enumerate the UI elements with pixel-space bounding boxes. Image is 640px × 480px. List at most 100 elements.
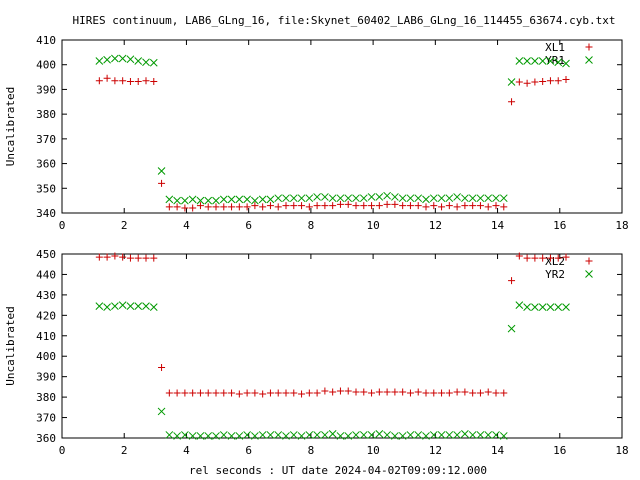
data-point — [228, 389, 236, 397]
data-point — [204, 203, 212, 211]
x-tick-label: 10 — [366, 219, 379, 232]
data-point — [158, 179, 166, 187]
data-point — [235, 390, 243, 398]
data-point — [492, 202, 500, 210]
data-point — [352, 431, 360, 439]
data-point — [204, 432, 213, 440]
data-point — [546, 77, 554, 85]
data-point — [274, 389, 282, 397]
data-point — [126, 254, 134, 262]
data-point — [414, 388, 422, 396]
y-tick-label: 340 — [36, 207, 56, 220]
data-point — [243, 389, 251, 397]
data-point — [453, 431, 461, 439]
data-point — [523, 303, 531, 312]
data-point — [157, 407, 166, 416]
y-tick-label: 410 — [36, 330, 56, 343]
data-point — [220, 203, 228, 211]
data-point — [515, 78, 523, 86]
data-point — [111, 77, 119, 85]
y-tick-label: 440 — [36, 268, 56, 281]
data-point — [111, 54, 119, 63]
data-point — [219, 195, 228, 204]
data-point — [562, 253, 570, 261]
data-point — [438, 389, 446, 397]
data-point — [469, 389, 477, 397]
data-point — [438, 203, 446, 211]
y-tick-label: 360 — [36, 158, 56, 171]
data-point — [507, 324, 516, 333]
x-tick-label: 4 — [183, 219, 190, 232]
data-point — [344, 387, 352, 395]
data-point — [298, 202, 306, 210]
data-point — [461, 194, 469, 203]
data-point — [290, 202, 298, 210]
x-tick-label: 8 — [308, 219, 315, 232]
data-point — [391, 200, 399, 208]
y-tick-label: 350 — [36, 182, 56, 195]
legend-marker — [585, 270, 593, 278]
data-point — [212, 389, 220, 397]
x-tick-label: 12 — [429, 444, 442, 457]
data-point — [165, 431, 174, 439]
data-point — [290, 389, 298, 397]
data-point — [196, 432, 205, 440]
data-point — [422, 203, 430, 211]
data-point — [500, 389, 508, 397]
data-point — [251, 202, 259, 210]
data-point — [484, 203, 492, 211]
plot-frame-1 — [61, 39, 623, 214]
x-tick-label: 4 — [183, 444, 190, 457]
data-point — [531, 303, 539, 312]
data-point — [391, 432, 399, 440]
data-point — [274, 194, 283, 203]
data-point — [430, 202, 438, 210]
data-point — [321, 202, 329, 210]
data-point — [251, 389, 259, 397]
data-point — [235, 432, 244, 440]
data-point — [134, 302, 143, 310]
data-point — [492, 431, 500, 439]
data-point — [508, 98, 516, 106]
data-point — [227, 432, 236, 440]
data-point — [398, 432, 407, 440]
data-point — [95, 302, 104, 310]
x-tick-label: 0 — [59, 219, 66, 232]
data-point — [500, 203, 508, 211]
data-point — [422, 195, 430, 204]
data-point — [515, 301, 524, 309]
data-point — [227, 195, 236, 204]
data-point — [391, 193, 399, 201]
data-point — [157, 167, 166, 175]
legend-label: YR2 — [545, 268, 565, 281]
data-point — [149, 303, 158, 312]
y-tick-label: 400 — [36, 59, 56, 72]
data-point — [103, 74, 111, 82]
plot-frame-2 — [61, 253, 623, 439]
data-point — [507, 78, 516, 86]
data-point — [150, 78, 158, 86]
data-point — [406, 389, 414, 397]
y-tick-label: 370 — [36, 133, 56, 146]
data-point — [383, 200, 391, 208]
data-point — [515, 57, 524, 65]
data-point — [165, 203, 173, 211]
data-point — [235, 203, 243, 211]
data-point — [282, 389, 290, 397]
y-tick-label: 380 — [36, 108, 56, 121]
y-axis-label: Uncalibrated — [4, 87, 17, 166]
data-point — [298, 390, 306, 398]
data-point — [258, 195, 267, 204]
data-point — [368, 389, 376, 397]
data-point — [336, 194, 345, 203]
data-point — [149, 58, 158, 67]
x-tick-label: 16 — [553, 219, 566, 232]
data-point — [375, 388, 383, 396]
data-point — [134, 57, 143, 65]
data-point — [344, 200, 352, 208]
data-point — [142, 77, 150, 85]
data-point — [508, 277, 516, 285]
data-point — [352, 388, 360, 396]
data-point — [305, 194, 314, 203]
data-point — [189, 389, 197, 397]
